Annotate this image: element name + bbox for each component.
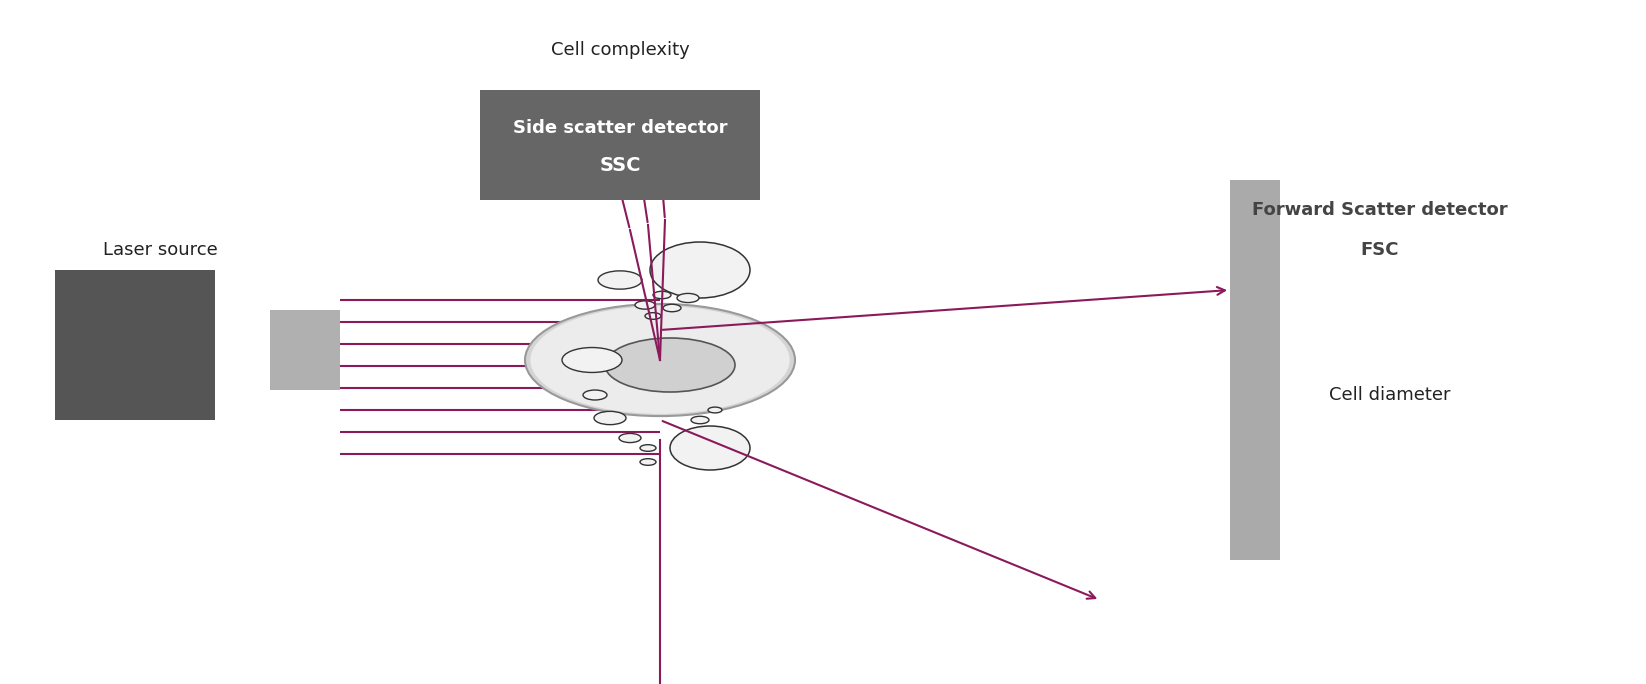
Circle shape: [708, 407, 723, 413]
Bar: [481, 90, 760, 200]
Circle shape: [691, 417, 709, 424]
Text: Cell complexity: Cell complexity: [551, 41, 690, 59]
Circle shape: [635, 301, 655, 309]
Circle shape: [594, 411, 625, 425]
Circle shape: [530, 306, 790, 414]
Text: FSC: FSC: [1361, 241, 1399, 259]
Text: SSC: SSC: [599, 156, 640, 175]
Circle shape: [525, 304, 795, 416]
Bar: [54, 270, 216, 420]
Circle shape: [561, 347, 622, 373]
Text: Laser source: Laser source: [102, 241, 217, 259]
Circle shape: [677, 293, 700, 302]
Circle shape: [640, 445, 657, 451]
Circle shape: [619, 434, 640, 443]
Circle shape: [653, 291, 672, 299]
Circle shape: [640, 459, 657, 465]
Circle shape: [645, 313, 662, 319]
Text: Cell diameter: Cell diameter: [1330, 386, 1450, 404]
Ellipse shape: [670, 426, 751, 470]
Text: Forward Scatter detector: Forward Scatter detector: [1253, 201, 1508, 219]
Circle shape: [583, 390, 607, 400]
Ellipse shape: [650, 242, 751, 298]
Circle shape: [597, 271, 642, 289]
Bar: [270, 310, 341, 390]
Text: Side scatter detector: Side scatter detector: [514, 119, 728, 137]
Circle shape: [663, 304, 681, 312]
Circle shape: [606, 338, 736, 392]
Bar: [1230, 180, 1281, 560]
